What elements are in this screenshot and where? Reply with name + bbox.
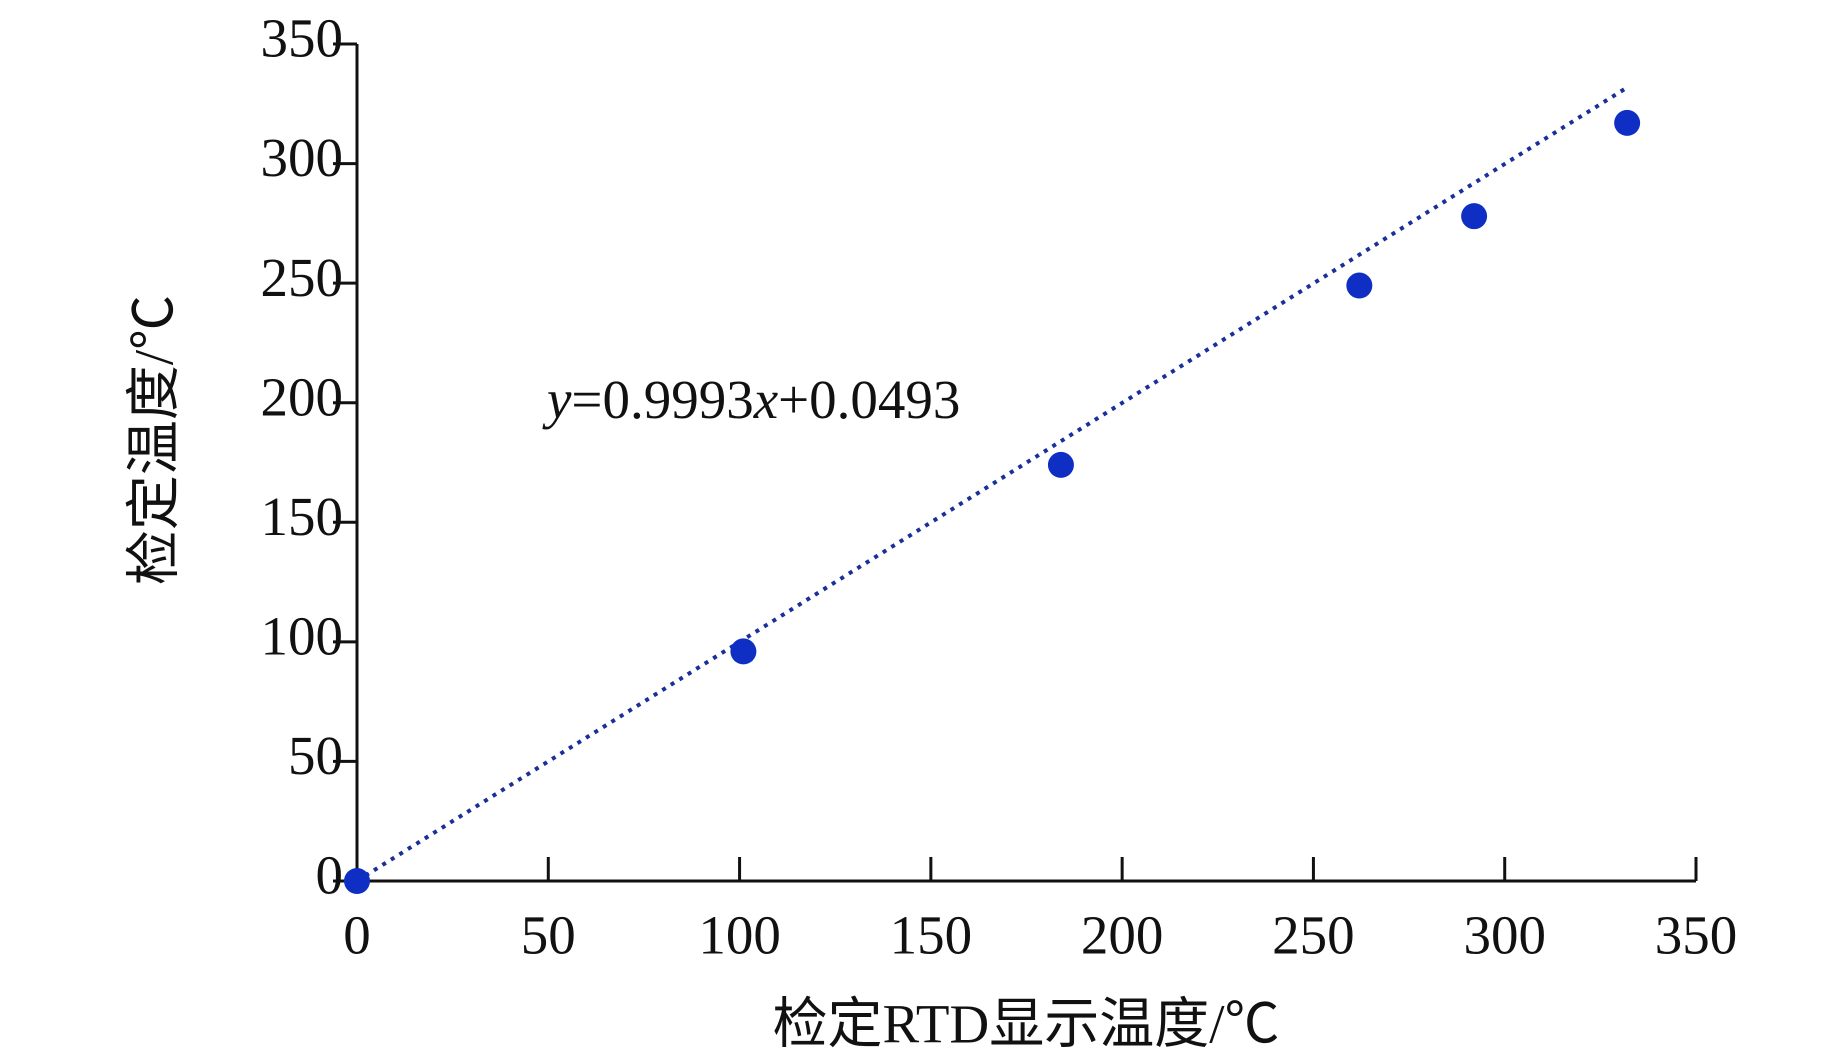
point — [730, 638, 757, 665]
x-tick-label: 0 — [343, 905, 371, 966]
x-tick-label: 100 — [698, 905, 781, 966]
equation-part: y — [542, 369, 572, 430]
point — [1047, 451, 1074, 478]
point — [1614, 109, 1641, 136]
equation: y=0.9993x+0.0493 — [542, 369, 960, 430]
y-tick-label: 150 — [261, 486, 344, 547]
equation-part: x — [753, 369, 779, 430]
y-tick-label: 0 — [316, 845, 344, 906]
y-tick-label: 350 — [261, 8, 344, 69]
y-tick-label: 50 — [288, 725, 343, 786]
y-tick-label: 200 — [261, 366, 344, 427]
point — [1346, 272, 1373, 299]
x-tick-label: 250 — [1272, 905, 1355, 966]
y-tick-label: 300 — [261, 127, 344, 188]
equation-part: =0.9993 — [571, 369, 753, 430]
point — [344, 868, 370, 894]
x-tick-label: 150 — [890, 905, 973, 966]
trend-line — [355, 85, 1629, 883]
y-tick-label: 100 — [261, 605, 344, 666]
point — [1461, 203, 1488, 230]
x-tick-label: 300 — [1463, 905, 1546, 966]
x-tick-label: 200 — [1081, 905, 1164, 966]
x-tick-label: 50 — [521, 905, 576, 966]
x-tick-label: 350 — [1655, 905, 1738, 966]
equation-part: +0.0493 — [778, 369, 960, 430]
y-tick-label: 250 — [261, 247, 344, 308]
y-axis-title: 检定温度/℃ — [124, 295, 185, 585]
x-axis-title: 检定RTD显示温度/℃ — [773, 994, 1280, 1055]
